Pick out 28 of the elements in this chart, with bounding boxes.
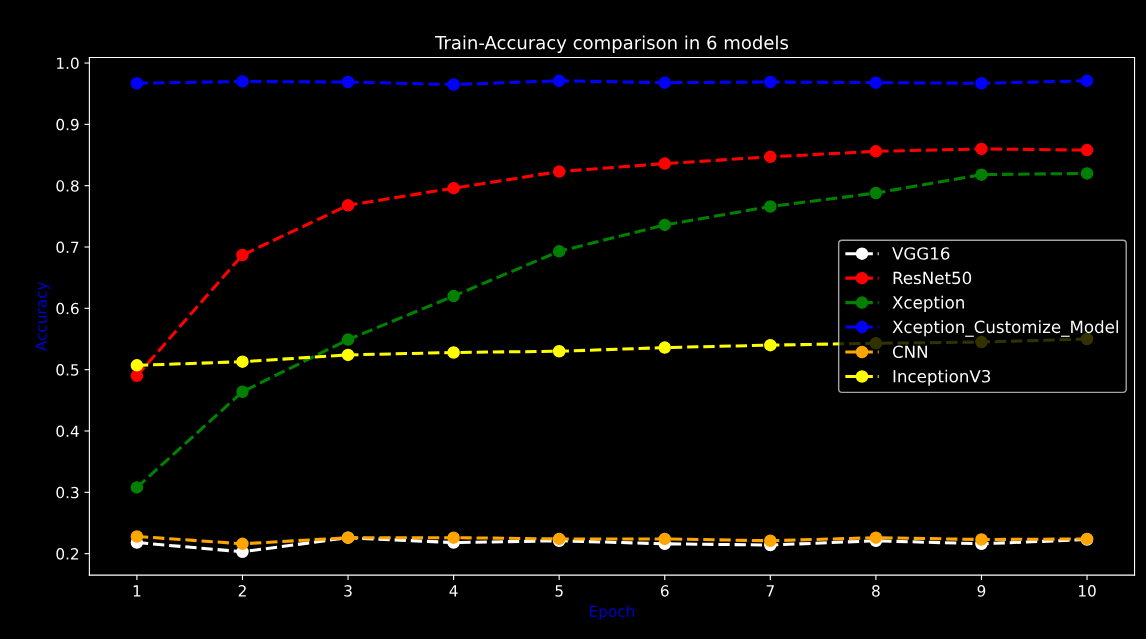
legend-label: CNN <box>892 345 927 359</box>
x-tick-label: 3 <box>344 585 352 597</box>
y-tick-label: 0.7 <box>56 241 79 254</box>
legend-label: ResNet50 <box>893 271 972 285</box>
x-tick-label: 2 <box>238 585 246 597</box>
y-axis-title: Accuracy <box>35 281 50 352</box>
legend-label: InceptionV3 <box>893 369 991 386</box>
x-tick-label: 6 <box>660 585 669 597</box>
y-tick-label: 0.5 <box>56 364 79 376</box>
y-tick-label: 0.2 <box>56 548 79 560</box>
x-tick-label: 7 <box>766 585 774 597</box>
x-axis-title: Epoch <box>590 605 635 620</box>
y-tick-label: 0.8 <box>56 180 79 192</box>
y-tick-label: 0.9 <box>56 118 79 131</box>
legend-label: VGG16 <box>892 247 950 260</box>
x-tick-label: 4 <box>449 585 458 597</box>
y-tick-label: 0.3 <box>56 486 79 499</box>
x-tick-label: 8 <box>872 585 880 597</box>
legend-label: Xception_Customize_Model <box>892 320 1118 337</box>
y-tick-label: 0.6 <box>56 302 79 315</box>
x-tick-label: 9 <box>977 585 986 597</box>
y-tick-label: 1.0 <box>57 57 79 70</box>
legend-label: Xception <box>892 295 964 312</box>
x-tick-label: 1 <box>133 585 141 597</box>
x-tick-label: 5 <box>555 585 563 597</box>
y-tick-label: 0.4 <box>56 425 79 438</box>
chart-title: Train-Accuracy comparison in 6 models <box>435 35 788 53</box>
x-tick-label: 10 <box>1078 585 1096 597</box>
